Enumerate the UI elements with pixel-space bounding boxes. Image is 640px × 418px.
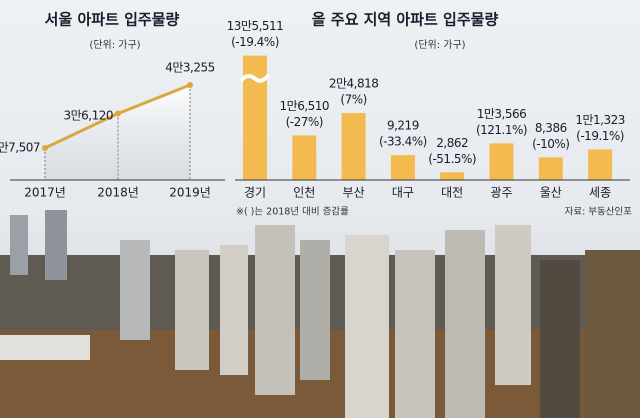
chart-subtitle: (단위: 가구) — [89, 38, 140, 51]
change-label: (-19.4%) — [231, 35, 279, 49]
value-label: 1만3,566 — [477, 107, 527, 121]
change-label: (-19.1%) — [576, 129, 624, 143]
x-tick-label: 2018년 — [97, 186, 139, 200]
chart-title: 서울 아파트 입주물량 — [45, 11, 180, 29]
change-label: (-51.5%) — [428, 152, 476, 166]
value-label: 2만4,818 — [329, 77, 379, 91]
bar — [489, 143, 514, 180]
point — [42, 145, 48, 151]
bar — [390, 155, 415, 180]
axis-break — [239, 73, 271, 83]
x-tick-label: 부산 — [343, 186, 365, 200]
value-label: 2만7,507 — [0, 141, 40, 155]
bar — [538, 157, 563, 180]
change-label: (-10%) — [532, 137, 569, 151]
x-tick-label: 인천 — [293, 185, 315, 200]
bar — [341, 113, 366, 180]
value-label: 13만5,511 — [227, 19, 284, 33]
area — [45, 85, 190, 180]
chart-title: 올 주요 지역 아파트 입주물량 — [312, 11, 499, 29]
value-label: 2,862 — [436, 136, 468, 150]
note: ※( )는 2018년 대비 증감률 — [236, 206, 349, 218]
value-label: 1만6,510 — [280, 99, 330, 113]
value-label: 3만6,120 — [63, 109, 113, 123]
value-label: 8,386 — [535, 121, 567, 135]
x-tick-label: 광주 — [490, 186, 512, 200]
change-label: (7%) — [340, 93, 366, 107]
point — [187, 82, 193, 88]
x-tick-label: 2017년 — [24, 186, 66, 200]
point — [115, 110, 121, 117]
value-label: 1만1,323 — [575, 113, 625, 127]
x-tick-label: 경기 — [244, 186, 266, 200]
bar — [292, 135, 317, 180]
x-tick-label: 울산 — [540, 186, 562, 200]
charts-layer: 서울 아파트 입주물량 (단위: 가구) 2만7,507 2017년 3만6,120 20… — [0, 11, 632, 218]
change-label: (121.1%) — [476, 123, 527, 137]
x-tick-label: 세종 — [589, 186, 611, 200]
bar — [440, 172, 465, 180]
source: 자료: 부동산인포 — [565, 207, 633, 218]
value-label: 4만3,255 — [165, 61, 215, 75]
x-tick-label: 2019년 — [169, 186, 211, 200]
chart-subtitle: (단위: 가구) — [414, 38, 465, 51]
x-tick-label: 대전 — [441, 186, 463, 200]
city-photo — [0, 210, 640, 418]
value-label: 9,219 — [387, 119, 419, 133]
x-tick-label: 대구 — [392, 186, 414, 200]
change-label: (-33.4%) — [379, 135, 427, 149]
bar — [588, 149, 613, 180]
change-label: (-27%) — [286, 115, 323, 129]
